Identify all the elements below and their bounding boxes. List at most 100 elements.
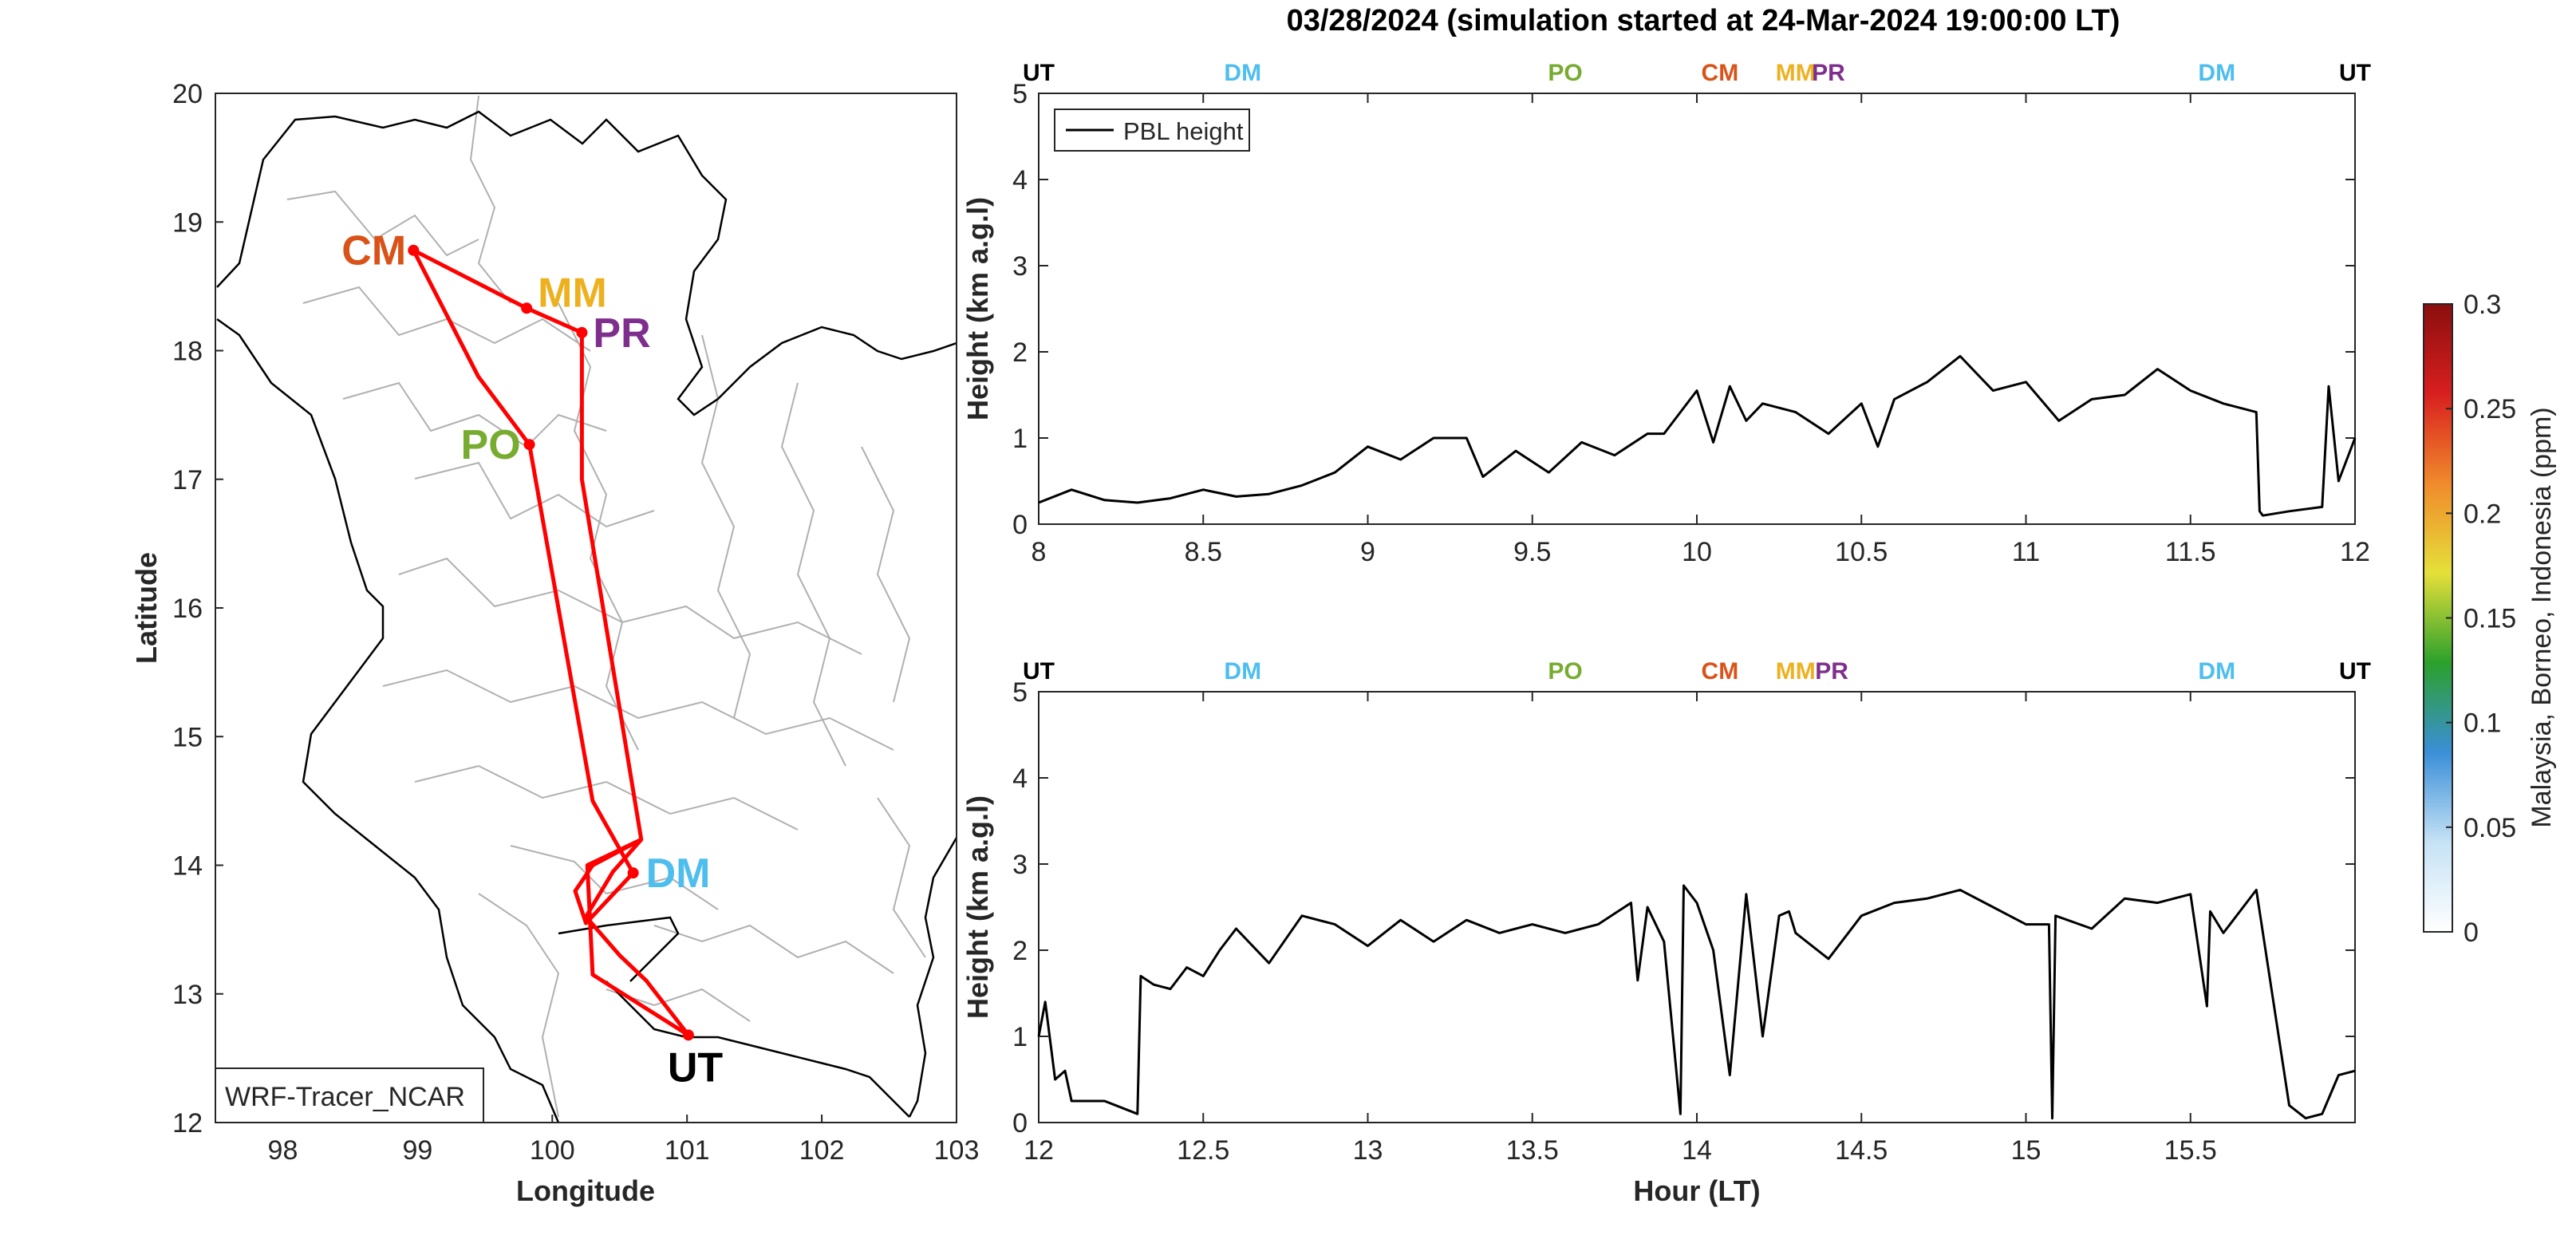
- site-marker-po: PO: [1548, 60, 1582, 86]
- site-label-dm: DM: [646, 850, 711, 897]
- map-geography: [216, 95, 957, 1123]
- site-label-po: PO: [461, 422, 521, 468]
- site-label-cm: CM: [341, 228, 406, 274]
- map-y-tick-label: 18: [172, 337, 203, 367]
- x-tick-label: 8: [1032, 537, 1047, 567]
- map-y-tick-label: 16: [172, 594, 203, 624]
- x-tick-label: 12: [2340, 537, 2370, 567]
- map-y-tick-label: 20: [172, 79, 203, 109]
- colorbar: 0 0.05 0.1 0.15 0.2 0.25 0.3 Malaysia, Borneo,…: [2423, 290, 2557, 948]
- site-marker-dm: DM: [1224, 60, 1261, 86]
- map-x-tick-label: 98: [268, 1135, 298, 1166]
- site-dot-ut: [682, 1029, 694, 1041]
- map-y-tick-label: 17: [172, 465, 203, 495]
- chart-title: 03/28/2024 (simulation started at 24-Mar…: [1287, 4, 2120, 37]
- colorbar-tick-label: 0.1: [2464, 708, 2501, 739]
- y-tick-label: 4: [1012, 764, 1028, 794]
- x-tick-label: 8.5: [1185, 537, 1222, 567]
- map-x-axis-label: Longitude: [516, 1174, 655, 1207]
- y-tick-label: 0: [1012, 1108, 1028, 1138]
- map-x-tick-label: 101: [665, 1135, 710, 1166]
- map-x-tick-label: 99: [402, 1135, 432, 1166]
- site-marker-cm: CM: [1702, 658, 1739, 685]
- site-marker-pr: PR: [1812, 60, 1845, 86]
- map-y-tick-label: 15: [172, 722, 203, 752]
- plot1-pbl-line: [1038, 354, 2357, 517]
- colorbar-tick-label: 0: [2464, 917, 2479, 948]
- x-tick-label: 10.5: [1835, 537, 1888, 567]
- flight-route-line: [411, 248, 690, 1037]
- map-ticks: 98 99 100 101 102 103 12 13 14 15 16 17 18 19 20: [172, 79, 979, 1166]
- site-marker-ut: UT: [2339, 60, 2371, 86]
- plot2-x-axis-label: Hour (LT): [1633, 1174, 1760, 1207]
- y-tick-label: 0: [1012, 510, 1028, 540]
- map-x-tick-label: 103: [934, 1135, 980, 1166]
- site-marker-pr: PR: [1815, 658, 1848, 685]
- y-tick-label: 1: [1012, 1022, 1028, 1052]
- x-tick-label: 14.5: [1835, 1135, 1888, 1166]
- colorbar-label: Malaysia, Borneo, Indonesia (ppm): [2527, 407, 2557, 827]
- x-tick-label: 11: [2012, 537, 2040, 567]
- plot2-y-axis-label: Height (km a.g.l): [961, 795, 994, 1019]
- site-marker-ut: UT: [1023, 658, 1055, 685]
- y-tick-label: 5: [1012, 677, 1028, 708]
- site-marker-cm: CM: [1702, 60, 1739, 86]
- site-dot-po: [523, 439, 535, 451]
- map-y-axis-label: Latitude: [130, 552, 163, 664]
- map-legend-label: WRF-Tracer_NCAR: [225, 1082, 465, 1112]
- map-y-tick-label: 14: [172, 851, 203, 882]
- x-tick-label: 15.5: [2164, 1135, 2217, 1166]
- plot1-legend-label: PBL height: [1123, 117, 1244, 145]
- map-legend: WRF-Tracer_NCAR: [215, 1067, 484, 1123]
- x-tick-label: 9: [1360, 537, 1375, 567]
- x-tick-label: 14: [1682, 1135, 1712, 1166]
- site-label-pr: PR: [593, 310, 650, 357]
- y-tick-label: 5: [1012, 79, 1028, 109]
- y-tick-label: 2: [1012, 936, 1028, 966]
- site-dot-mm: [521, 302, 533, 314]
- site-dot-dm: [627, 867, 639, 879]
- x-tick-label: 9.5: [1513, 537, 1551, 567]
- x-tick-label: 11.5: [2165, 537, 2216, 567]
- plot1-y-axis-label: Height (km a.g.l): [961, 197, 994, 420]
- y-tick-label: 4: [1012, 165, 1028, 195]
- site-label-mm: MM: [538, 270, 607, 316]
- site-marker-ut: UT: [2339, 658, 2371, 685]
- y-tick-label: 3: [1012, 850, 1028, 880]
- plot2-pbl-line: [1037, 884, 2356, 1120]
- map-x-tick-label: 102: [799, 1135, 845, 1166]
- colorbar-ticks: 0 0.05 0.1 0.15 0.2 0.25 0.3: [2446, 290, 2516, 948]
- plot1-legend: PBL height: [1054, 109, 1250, 152]
- site-marker-po: PO: [1548, 658, 1582, 685]
- site-marker-dm: DM: [2198, 60, 2235, 86]
- colorbar-tick-label: 0.2: [2464, 499, 2501, 529]
- x-tick-label: 13: [1353, 1135, 1383, 1166]
- colorbar-tick-label: 0.15: [2464, 604, 2516, 634]
- site-marker-dm: DM: [1224, 658, 1261, 685]
- x-tick-label: 12: [1024, 1135, 1054, 1166]
- map-y-tick-label: 13: [172, 980, 203, 1010]
- plot2-site-markers: UT DM PO CM MM PR DM UT: [1023, 658, 2371, 685]
- x-tick-label: 13.5: [1506, 1135, 1559, 1166]
- map-y-tick-label: 19: [172, 207, 203, 238]
- x-tick-label: 15: [2011, 1135, 2041, 1166]
- map-y-tick-label: 12: [172, 1108, 203, 1138]
- y-tick-label: 1: [1012, 424, 1028, 454]
- colorbar-tick-label: 0.25: [2464, 394, 2516, 424]
- site-marker-dm: DM: [2198, 658, 2235, 685]
- site-marker-ut: UT: [1023, 60, 1055, 86]
- y-tick-label: 3: [1012, 251, 1028, 282]
- site-marker-mm: MM: [1776, 658, 1816, 685]
- site-marker-mm: MM: [1776, 60, 1816, 86]
- x-tick-label: 12.5: [1177, 1135, 1229, 1166]
- country-borders: [216, 110, 957, 1123]
- x-tick-label: 10: [1682, 537, 1712, 567]
- site-dot-pr: [576, 326, 588, 338]
